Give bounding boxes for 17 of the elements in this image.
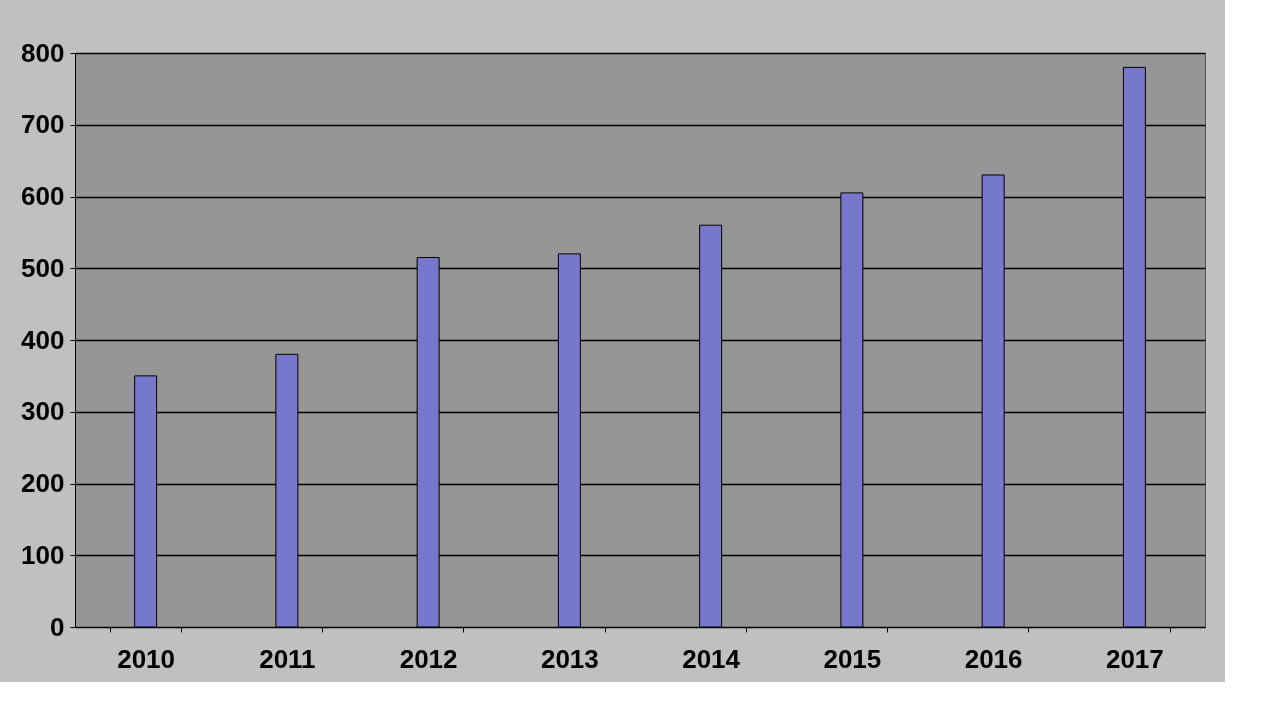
y-tick-label: 0 (50, 611, 65, 642)
x-tick-label: 2015 (823, 643, 882, 674)
y-tick-label: 500 (21, 252, 65, 283)
y-tick-label: 700 (21, 109, 65, 140)
y-tick-label: 300 (21, 396, 65, 427)
y-tick-label: 200 (21, 468, 65, 498)
x-tick-label: 2012 (399, 643, 458, 674)
x-tick-label: 2010 (117, 643, 176, 674)
x-tick-label: 2013 (540, 643, 599, 674)
x-tick-label: 2017 (1105, 643, 1164, 674)
x-tick-label: 2014 (682, 643, 741, 674)
y-tick-label: 600 (21, 181, 65, 211)
y-tick-label: 100 (21, 539, 65, 570)
y-tick-label: 800 (21, 37, 65, 68)
y-tick-label: 400 (21, 324, 65, 355)
x-tick-label: 2011 (259, 643, 316, 674)
x-tick-label: 2016 (964, 643, 1023, 674)
